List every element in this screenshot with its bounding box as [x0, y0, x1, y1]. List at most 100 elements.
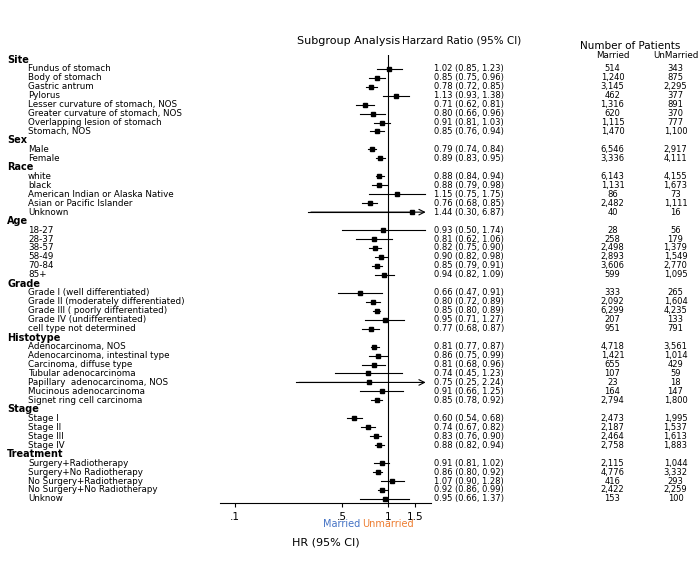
Text: 3,145: 3,145	[601, 82, 624, 91]
Text: 0.78 (0.72, 0.85): 0.78 (0.72, 0.85)	[434, 82, 504, 91]
Text: 0.75 (0.25, 2.24): 0.75 (0.25, 2.24)	[434, 378, 503, 387]
Text: 2,187: 2,187	[601, 423, 624, 432]
Text: 2,758: 2,758	[601, 441, 624, 450]
Text: 1.15 (0.75, 1.75): 1.15 (0.75, 1.75)	[434, 190, 504, 198]
Text: 1,537: 1,537	[664, 423, 687, 432]
Text: 207: 207	[605, 315, 620, 324]
Text: 0.90 (0.82, 0.98): 0.90 (0.82, 0.98)	[434, 253, 504, 261]
Text: 2,917: 2,917	[664, 145, 687, 154]
Text: 153: 153	[605, 495, 620, 503]
Text: 100: 100	[668, 495, 683, 503]
Text: Unknown: Unknown	[28, 208, 69, 217]
Text: 0.85 (0.75, 0.96): 0.85 (0.75, 0.96)	[434, 73, 504, 82]
Text: 1,115: 1,115	[601, 118, 624, 127]
Text: 0.85 (0.79, 0.91): 0.85 (0.79, 0.91)	[434, 261, 504, 271]
Text: Treatment: Treatment	[7, 449, 64, 459]
Text: 3,332: 3,332	[664, 467, 687, 477]
Text: 3,606: 3,606	[601, 261, 624, 271]
Text: 1,379: 1,379	[664, 243, 687, 253]
Text: Unknow: Unknow	[28, 495, 63, 503]
Text: 0.85 (0.76, 0.94): 0.85 (0.76, 0.94)	[434, 127, 504, 136]
Text: 1,421: 1,421	[601, 351, 624, 360]
Text: 4,776: 4,776	[601, 467, 624, 477]
Text: 0.74 (0.67, 0.82): 0.74 (0.67, 0.82)	[434, 423, 504, 432]
Text: 0.80 (0.72, 0.89): 0.80 (0.72, 0.89)	[434, 297, 504, 306]
Text: Male: Male	[28, 145, 49, 154]
Text: 0.91 (0.81, 1.03): 0.91 (0.81, 1.03)	[434, 118, 504, 127]
Text: Grade I (well differentiated): Grade I (well differentiated)	[28, 288, 150, 297]
Text: 2,473: 2,473	[601, 414, 624, 423]
Text: 0.88 (0.79, 0.98): 0.88 (0.79, 0.98)	[434, 181, 504, 190]
Text: 462: 462	[605, 91, 620, 100]
Text: Number of Patients: Number of Patients	[580, 41, 680, 51]
Text: 1,095: 1,095	[664, 271, 687, 279]
Text: 38-57: 38-57	[28, 243, 54, 253]
Text: 0.81 (0.62, 1.06): 0.81 (0.62, 1.06)	[434, 235, 504, 243]
Text: 599: 599	[605, 271, 620, 279]
Text: Surgery+Radiotherapy: Surgery+Radiotherapy	[28, 459, 128, 467]
Text: 2,295: 2,295	[664, 82, 687, 91]
Text: Stage III: Stage III	[28, 432, 64, 441]
Text: Race: Race	[7, 162, 34, 172]
Text: 0.79 (0.74, 0.84): 0.79 (0.74, 0.84)	[434, 145, 504, 154]
Text: 28-37: 28-37	[28, 235, 53, 243]
Text: 6,546: 6,546	[601, 145, 624, 154]
Text: Greater curvature of stomach, NOS: Greater curvature of stomach, NOS	[28, 109, 182, 118]
Text: 70-84: 70-84	[28, 261, 53, 271]
Text: Grade II (moderately differentiated): Grade II (moderately differentiated)	[28, 297, 185, 306]
Text: 0.85 (0.78, 0.92): 0.85 (0.78, 0.92)	[434, 396, 504, 405]
Text: 4,155: 4,155	[664, 172, 687, 181]
Text: 3,336: 3,336	[601, 154, 624, 163]
Text: 1,100: 1,100	[664, 127, 687, 136]
Text: Harzard Ratio (95% CI): Harzard Ratio (95% CI)	[402, 36, 522, 46]
Text: 1,014: 1,014	[664, 351, 687, 360]
Text: 2,422: 2,422	[601, 485, 624, 495]
Text: 4,111: 4,111	[664, 154, 687, 163]
Text: 0.91 (0.66, 1.25): 0.91 (0.66, 1.25)	[434, 387, 504, 396]
Text: 0.85 (0.80, 0.89): 0.85 (0.80, 0.89)	[434, 306, 504, 315]
Text: 1.13 (0.93, 1.38): 1.13 (0.93, 1.38)	[434, 91, 504, 100]
Text: Papillary  adenocarcinoma, NOS: Papillary adenocarcinoma, NOS	[28, 378, 168, 387]
Text: 620: 620	[605, 109, 620, 118]
Text: Stomach, NOS: Stomach, NOS	[28, 127, 91, 136]
Text: 891: 891	[668, 100, 683, 109]
Text: 1,995: 1,995	[664, 414, 687, 423]
Text: Unmarried: Unmarried	[362, 519, 414, 529]
Text: 0.82 (0.75, 0.90): 0.82 (0.75, 0.90)	[434, 243, 504, 253]
Text: Gastric antrum: Gastric antrum	[28, 82, 94, 91]
Text: Fundus of stomach: Fundus of stomach	[28, 64, 111, 73]
Text: Mucinous adenocarcinoma: Mucinous adenocarcinoma	[28, 387, 145, 396]
Text: 133: 133	[668, 315, 683, 324]
Text: 429: 429	[668, 360, 683, 369]
Text: 0.95 (0.71, 1.27): 0.95 (0.71, 1.27)	[434, 315, 504, 324]
Text: cell type not determined: cell type not determined	[28, 324, 136, 333]
Text: 258: 258	[605, 235, 620, 243]
Text: Adenocarcinoma, NOS: Adenocarcinoma, NOS	[28, 342, 126, 351]
Text: Female: Female	[28, 154, 60, 163]
Text: 2,794: 2,794	[601, 396, 624, 405]
Text: 333: 333	[604, 288, 621, 297]
Text: 28: 28	[607, 226, 618, 235]
Text: Stage II: Stage II	[28, 423, 61, 432]
Text: Asian or Pacific Islander: Asian or Pacific Islander	[28, 198, 132, 208]
Text: 1,613: 1,613	[664, 432, 687, 441]
Text: 377: 377	[667, 91, 684, 100]
Text: 1,240: 1,240	[601, 73, 624, 82]
Text: Stage: Stage	[7, 404, 39, 414]
Text: 1,673: 1,673	[664, 181, 687, 190]
Text: HR (95% CI): HR (95% CI)	[292, 537, 359, 548]
Text: 0.88 (0.84, 0.94): 0.88 (0.84, 0.94)	[434, 172, 504, 181]
Text: 6,143: 6,143	[601, 172, 624, 181]
Text: Grade: Grade	[7, 279, 40, 289]
Text: white: white	[28, 172, 52, 181]
Text: 0.92 (0.86, 0.99): 0.92 (0.86, 0.99)	[434, 485, 504, 495]
Text: 179: 179	[668, 235, 683, 243]
Text: 0.88 (0.82, 0.94): 0.88 (0.82, 0.94)	[434, 441, 504, 450]
Text: 0.81 (0.77, 0.87): 0.81 (0.77, 0.87)	[434, 342, 504, 351]
Text: 1,316: 1,316	[601, 100, 624, 109]
Text: Overlapping lesion of stomach: Overlapping lesion of stomach	[28, 118, 162, 127]
Text: 0.60 (0.54, 0.68): 0.60 (0.54, 0.68)	[434, 414, 504, 423]
Text: Married: Married	[323, 519, 360, 529]
Text: 0.94 (0.82, 1.09): 0.94 (0.82, 1.09)	[434, 271, 503, 279]
Text: 0.89 (0.83, 0.95): 0.89 (0.83, 0.95)	[434, 154, 504, 163]
